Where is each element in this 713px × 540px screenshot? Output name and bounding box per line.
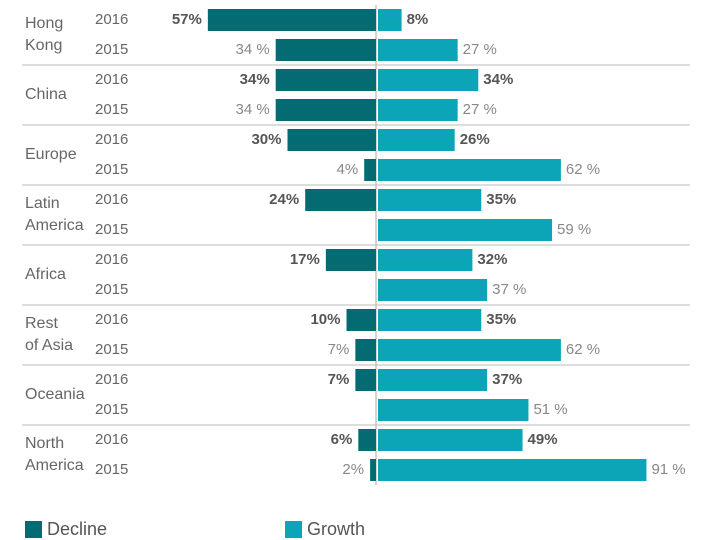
value-label: 17% [290,251,320,268]
region-label: Oceania [25,386,85,403]
year-label: 2016 [95,311,128,328]
value-label: 34% [240,71,270,88]
bar [378,69,479,91]
year-label: 2015 [95,41,128,58]
bar [275,39,376,61]
year-label: 2015 [95,341,128,358]
bar [378,219,553,241]
year-label: 2015 [95,221,128,238]
bar [378,39,458,61]
value-label: 24% [269,191,299,208]
bar [378,459,647,481]
legend-label: Growth [307,519,365,539]
year-label: 2016 [95,131,128,148]
bar [275,99,376,121]
value-label: 2% [342,461,364,478]
region-label: Africa [25,266,66,283]
bar [378,189,482,211]
region-label: Rest [25,315,58,332]
legend-swatch [25,521,42,538]
value-label: 34 % [235,101,269,118]
value-label: 91 % [651,461,685,478]
value-label: 35% [486,191,516,208]
value-label: 8% [407,11,429,28]
year-label: 2015 [95,161,128,178]
region-label: North [25,435,64,452]
value-label: 27 % [463,101,497,118]
year-label: 2015 [95,401,128,418]
bar [287,129,376,151]
value-label: 51 % [533,401,567,418]
value-label: 7% [328,341,350,358]
year-label: 2015 [95,281,128,298]
value-label: 37 % [492,281,526,298]
value-label: 57% [172,11,202,28]
value-label: 30% [251,131,281,148]
bar [358,429,376,451]
region-label: of Asia [25,337,73,354]
value-label: 59 % [557,221,591,238]
region-label: Europe [25,146,77,163]
value-label: 27 % [463,41,497,58]
value-label: 35% [486,311,516,328]
value-label: 26% [460,131,490,148]
value-label: 37% [492,371,522,388]
value-label: 7% [328,371,350,388]
bar [378,279,488,301]
bar [378,429,523,451]
bar [378,369,488,391]
bar [378,159,561,181]
bar [378,339,561,361]
year-label: 2016 [95,11,128,28]
bar [370,459,376,481]
year-label: 2016 [95,431,128,448]
bar [275,69,376,91]
bar [355,369,376,391]
year-label: 2015 [95,101,128,118]
bar [378,309,482,331]
year-label: 2016 [95,371,128,388]
bar [378,399,529,421]
bar [346,309,376,331]
bar [364,159,376,181]
region-label: Hong [25,15,63,32]
bar [378,129,455,151]
region-label: Kong [25,37,62,54]
bar [378,9,402,31]
value-label: 6% [331,431,353,448]
value-label: 49% [528,431,558,448]
year-label: 2016 [95,191,128,208]
bar [325,249,376,271]
region-label: America [25,457,84,474]
legend-label: Decline [47,519,107,539]
year-label: 2016 [95,71,128,88]
value-label: 62 % [566,161,600,178]
region-label: Latin [25,195,60,212]
value-label: 10% [310,311,340,328]
value-label: 62 % [566,341,600,358]
value-label: 32% [477,251,507,268]
bar [305,189,376,211]
bar [355,339,376,361]
bar [378,249,473,271]
bar [378,99,458,121]
value-label: 34% [483,71,513,88]
legend-swatch [285,521,302,538]
bar [207,9,376,31]
value-label: 34 % [235,41,269,58]
region-label: America [25,217,84,234]
region-label: China [25,86,67,103]
value-label: 4% [337,161,359,178]
year-label: 2016 [95,251,128,268]
year-label: 2015 [95,461,128,478]
